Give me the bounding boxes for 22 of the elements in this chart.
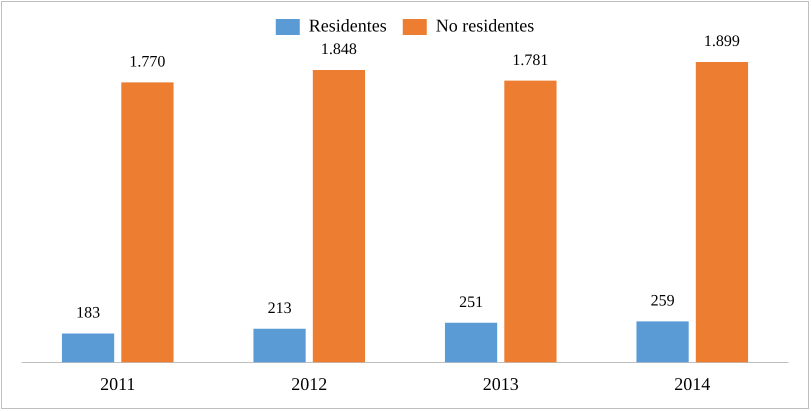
data-label: 213 — [268, 300, 292, 317]
bar — [444, 322, 498, 362]
x-tick-label: 2012 — [291, 374, 328, 394]
x-tick-label: 2014 — [674, 374, 710, 394]
data-label: 1.770 — [129, 54, 166, 71]
bar — [636, 321, 689, 362]
bar — [121, 82, 174, 362]
bar — [312, 70, 366, 362]
bar — [504, 80, 557, 362]
data-label: 251 — [459, 294, 484, 311]
data-label: 1.848 — [320, 41, 357, 58]
x-tick-label: 2013 — [482, 374, 519, 394]
data-label: 1.781 — [512, 52, 548, 69]
x-tick-label: 2011 — [100, 374, 136, 394]
bar — [696, 62, 748, 362]
legend-label: No residentes — [436, 16, 534, 36]
data-label: 1.899 — [704, 33, 740, 50]
bar — [62, 333, 114, 362]
bar — [253, 328, 306, 362]
data-label: 183 — [76, 304, 100, 322]
legend-label: Residentes — [308, 16, 387, 36]
data-label: 259 — [650, 292, 675, 310]
